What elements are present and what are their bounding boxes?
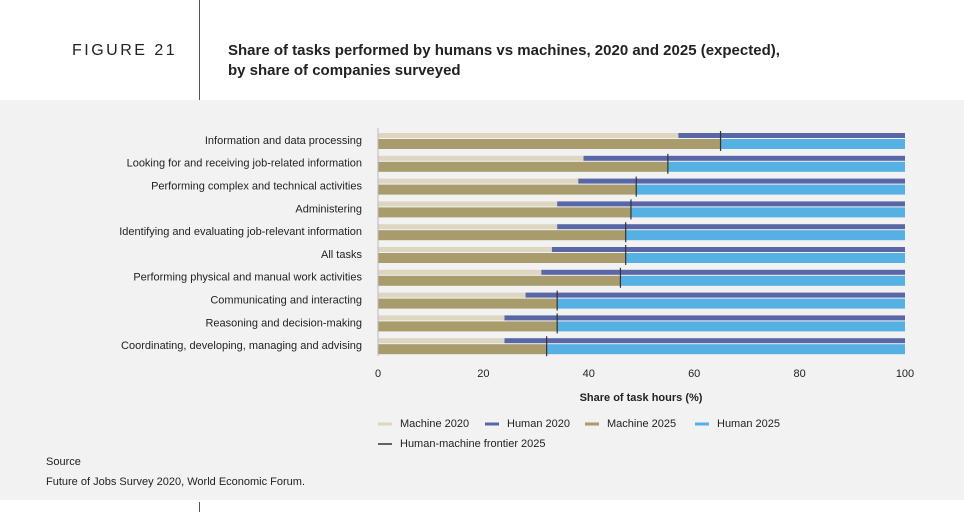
- bar-segment: [378, 338, 505, 344]
- y-tick-label: Performing complex and technical activit…: [151, 181, 362, 193]
- bar-segment: [378, 269, 542, 275]
- y-tick-label: Reasoning and decision-making: [205, 317, 362, 329]
- chart-title: Share of tasks performed by humans vs ma…: [228, 42, 780, 59]
- bar-segment: [546, 344, 905, 355]
- bar-segment: [378, 315, 505, 321]
- x-tick-label: 0: [375, 368, 381, 380]
- y-tick-label: Communicating and interacting: [210, 295, 362, 307]
- y-tick-label: Performing physical and manual work acti…: [133, 272, 362, 284]
- bar-segment: [678, 133, 905, 138]
- bar-segment: [378, 230, 626, 241]
- y-tick-label: Information and data processing: [205, 135, 362, 147]
- legend-label: Human 2025: [717, 418, 780, 430]
- bar-segment: [620, 275, 905, 286]
- bar-segment: [378, 184, 637, 195]
- bar-segment: [378, 178, 579, 184]
- bar-segment: [525, 292, 905, 298]
- legend-label: Human-machine frontier 2025: [400, 438, 546, 450]
- bar-segment: [378, 224, 558, 230]
- legend-label: Machine 2025: [607, 418, 676, 430]
- bar-segment: [378, 344, 547, 355]
- bar-segment: [504, 338, 905, 344]
- bar-segment: [378, 292, 526, 298]
- bar-segment: [720, 139, 905, 149]
- bar-segment: [636, 184, 905, 195]
- bar-segment: [625, 253, 905, 263]
- bar-segment: [630, 207, 905, 218]
- bar-segment: [378, 201, 558, 207]
- bar-segment: [378, 139, 721, 149]
- bar-segment: [578, 178, 905, 184]
- source-heading: Source: [46, 456, 81, 468]
- bar-segment: [557, 298, 905, 309]
- y-tick-label: Looking for and receiving job-related in…: [127, 158, 362, 170]
- bar-segment: [378, 253, 626, 263]
- bar-segment: [551, 247, 905, 252]
- bar-segment: [583, 155, 905, 161]
- legend-label: Machine 2020: [400, 418, 469, 430]
- bar-segment: [378, 207, 631, 218]
- bar-segment: [504, 315, 905, 321]
- bar-segment: [541, 269, 905, 275]
- figure-label: FIGURE 21: [72, 42, 177, 59]
- y-tick-label: Coordinating, developing, managing and a…: [121, 340, 362, 352]
- x-tick-label: 60: [688, 368, 700, 380]
- bar-segment: [378, 133, 679, 138]
- y-tick-label: Administering: [295, 203, 362, 215]
- chart-title: by share of companies surveyed: [228, 62, 461, 79]
- y-tick-label: Identifying and evaluating job-relevant …: [119, 226, 362, 238]
- x-tick-label: 100: [896, 368, 914, 380]
- bar-segment: [378, 247, 552, 252]
- bar-segment: [667, 161, 905, 172]
- x-tick-label: 40: [583, 368, 595, 380]
- bar-segment: [378, 155, 584, 161]
- bar-segment: [378, 321, 558, 332]
- bar-segment: [378, 161, 668, 172]
- bar-segment: [557, 321, 905, 332]
- bar-segment: [378, 275, 621, 286]
- legend-label: Human 2020: [507, 418, 570, 430]
- bar-segment: [557, 224, 905, 230]
- source-text: Future of Jobs Survey 2020, World Econom…: [46, 476, 305, 488]
- y-tick-label: All tasks: [321, 249, 362, 261]
- bar-segment: [557, 201, 905, 207]
- x-tick-label: 80: [793, 368, 805, 380]
- bar-segment: [378, 298, 558, 309]
- x-tick-label: 20: [477, 368, 489, 380]
- bar-segment: [625, 230, 905, 241]
- x-axis-label: Share of task hours (%): [580, 392, 703, 404]
